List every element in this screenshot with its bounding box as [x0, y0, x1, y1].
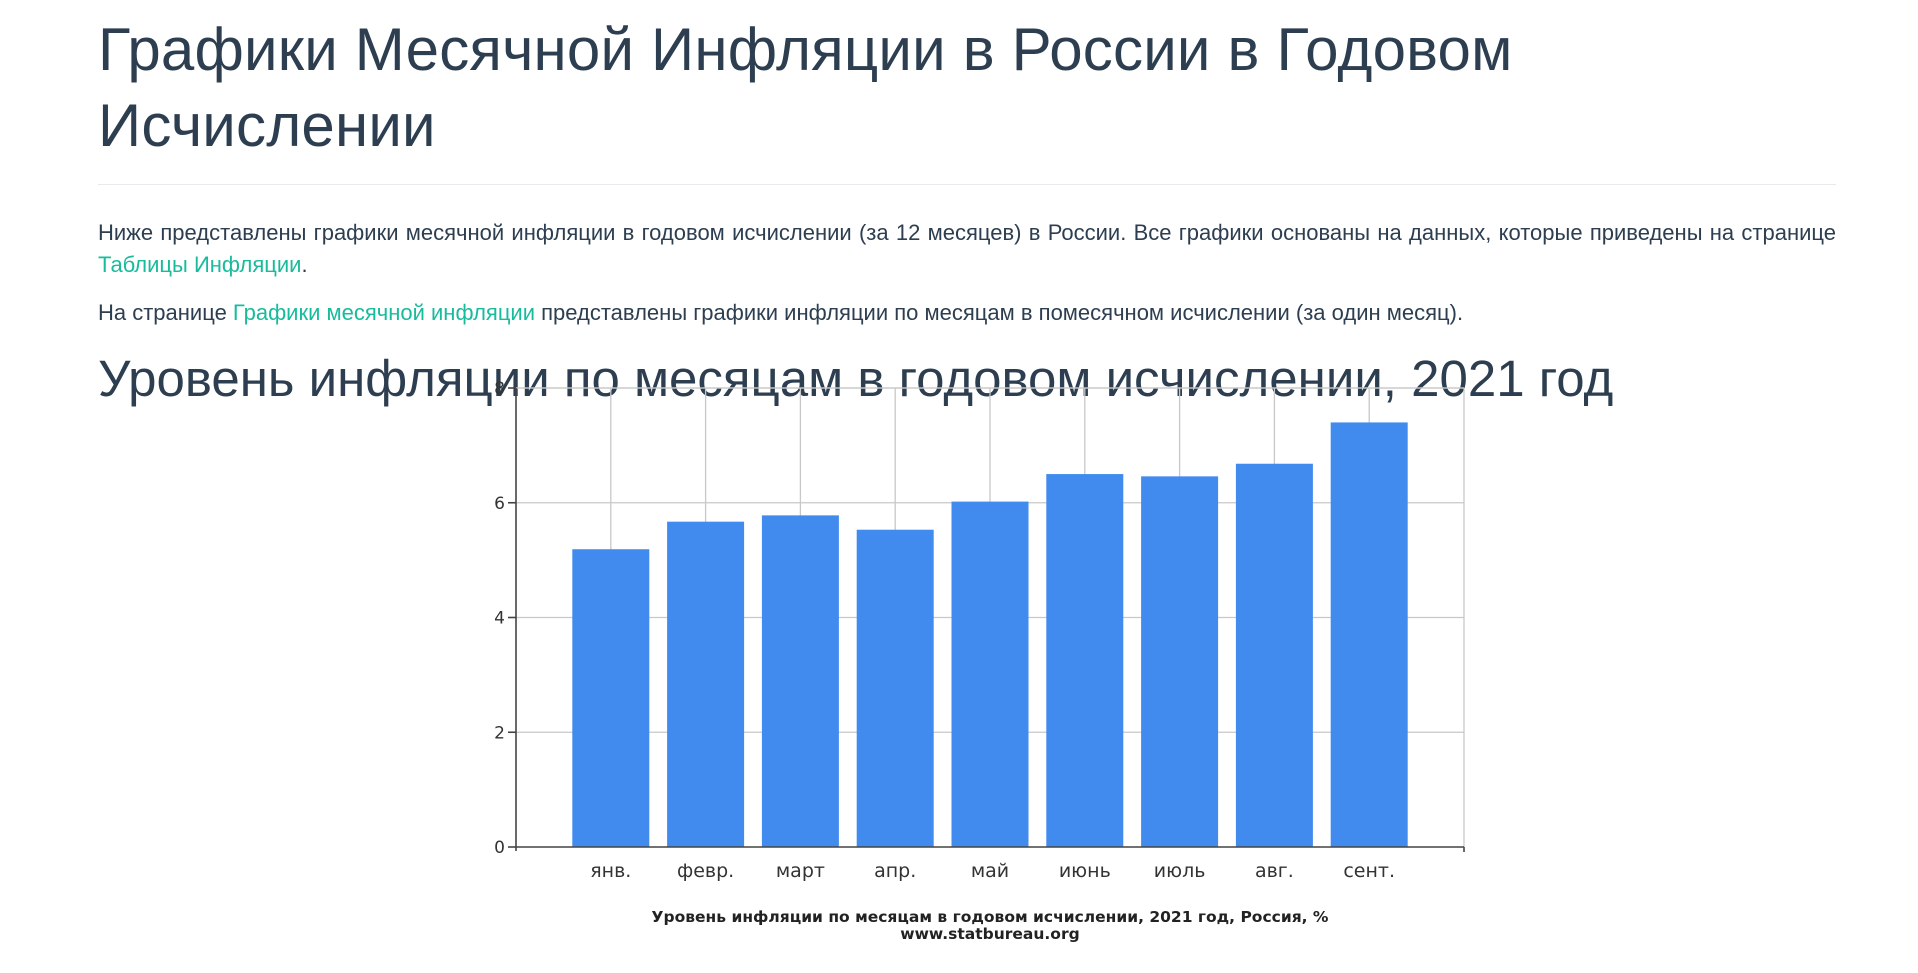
- chart-svg: 0 2 4 6 8 янв. февр. март апр. май июнь июль авг. сен…: [494, 379, 1465, 943]
- chart-caption: Уровень инфляции по месяцам в годовом ис…: [652, 908, 1329, 926]
- x-tick-label: июнь: [1059, 860, 1111, 882]
- section-title: Уровень инфляции по месяцам в годовом ис…: [98, 350, 1614, 407]
- monthly-text-after: представлены графики инфляции по месяцам…: [535, 300, 1464, 325]
- intro-paragraph: Ниже представлены графики месячной инфля…: [98, 217, 1836, 281]
- x-tick-label: авг.: [1255, 860, 1294, 882]
- bar-8: [1235, 463, 1313, 847]
- x-tick-label: март: [776, 860, 825, 882]
- bar-4: [856, 529, 934, 847]
- inflation-tables-link[interactable]: Таблицы Инфляции: [98, 252, 302, 277]
- page-title: Графики Месячной Инфляции в России в Год…: [98, 16, 1513, 159]
- x-tick-label: май: [971, 860, 1009, 882]
- monthly-charts-paragraph: На странице Графики месячной инфляции пр…: [98, 297, 1836, 329]
- y-tick-label: 2: [494, 723, 505, 743]
- x-tick-label: апр.: [874, 860, 916, 882]
- y-tick-label: 6: [494, 494, 505, 514]
- bar-6: [1046, 474, 1124, 847]
- x-tick-label: янв.: [590, 860, 631, 882]
- bar-7: [1141, 476, 1219, 847]
- y-tick-label: 4: [494, 609, 505, 629]
- x-tick-label: февр.: [677, 860, 734, 882]
- x-tick-label: июль: [1154, 860, 1206, 882]
- title-divider: [98, 184, 1836, 185]
- monthly-inflation-charts-link[interactable]: Графики месячной инфляции: [232, 300, 535, 325]
- x-tick-label: сент.: [1343, 860, 1395, 882]
- inflation-bar-chart: 0 2 4 6 8 янв. февр. март апр. май июнь июль авг. сен…: [440, 370, 1480, 950]
- bar-3: [761, 515, 839, 847]
- monthly-text-before: На странице: [98, 300, 233, 325]
- bar-2: [667, 521, 745, 847]
- intro-text-before: Ниже представлены графики месячной инфля…: [98, 220, 1836, 245]
- page-content: Графики Месячной Инфляции в России в Год…: [98, 0, 1836, 411]
- intro-text-after: .: [301, 252, 308, 277]
- y-tick-label: 8: [494, 379, 505, 399]
- chart-source: www.statbureau.org: [900, 925, 1079, 943]
- y-tick-label: 0: [494, 838, 505, 858]
- bar-9: [1330, 422, 1408, 847]
- bar-1: [572, 549, 650, 847]
- bar-5: [951, 501, 1029, 847]
